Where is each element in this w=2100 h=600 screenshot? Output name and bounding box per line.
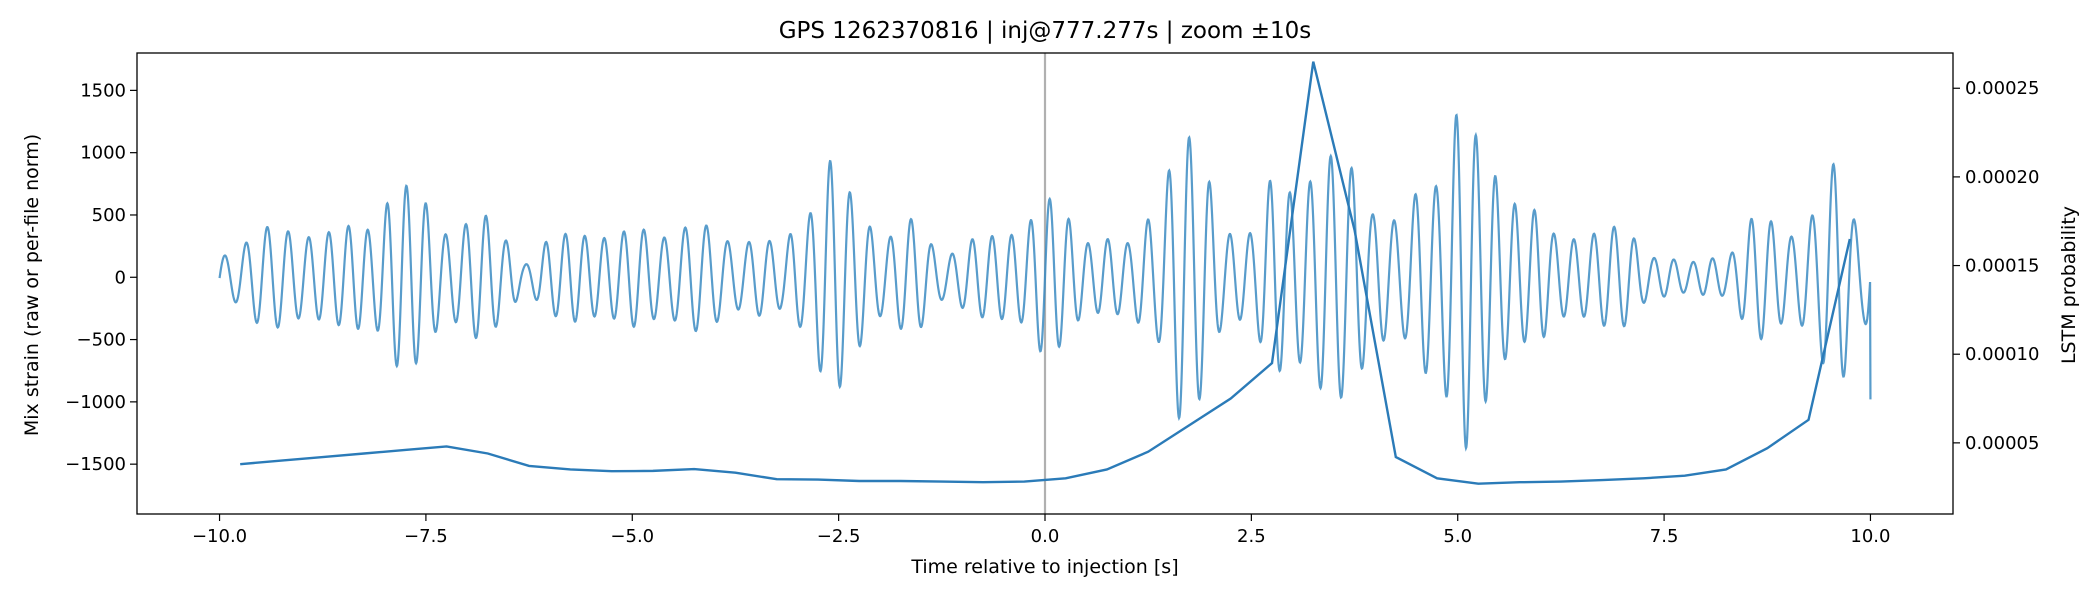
x-tick-label: −10.0: [192, 526, 247, 547]
y-axis-right-label: LSTM probability: [2058, 206, 2080, 364]
x-tick-label: −2.5: [817, 526, 861, 547]
x-tick-label: 10.0: [1850, 526, 1890, 547]
y-left-tick-label: −1500: [65, 454, 126, 475]
x-tick-label: −5.0: [610, 526, 654, 547]
x-tick-label: 0.0: [1031, 526, 1060, 547]
chart-title: GPS 1262370816 | inj@777.277s | zoom ±10…: [779, 18, 1312, 44]
plot-area: [136, 52, 1954, 515]
y-left-tick-label: 1000: [80, 143, 126, 164]
strain-series-line: [218, 113, 1872, 452]
y-left-tick-label: −500: [77, 330, 126, 351]
y-axis-right: 0.00005 0.00010 0.00015 0.00020 0.00025: [1953, 78, 2039, 454]
x-axis: −10.0 −7.5 −5.0 −2.5 0.0 2.5 5.0 7.5 10.0: [192, 514, 1890, 547]
y-right-tick-label: 0.00020: [1965, 167, 2039, 188]
y-left-tick-label: 0: [115, 267, 126, 288]
x-axis-label: Time relative to injection [s]: [910, 556, 1178, 578]
y-left-tick-label: 1500: [80, 80, 126, 101]
y-left-tick-label: −1000: [65, 392, 126, 413]
y-axis-left: −1500 −1000 −500 0 500 1000 1500: [65, 80, 137, 475]
y-axis-left-label: Mix strain (raw or per-file norm): [21, 134, 43, 436]
x-tick-label: −7.5: [404, 526, 448, 547]
y-right-tick-label: 0.00010: [1965, 344, 2039, 365]
x-tick-label: 2.5: [1237, 526, 1266, 547]
x-tick-label: 5.0: [1443, 526, 1472, 547]
y-left-tick-label: 500: [92, 205, 126, 226]
lstm-probability-series-line: [240, 61, 1851, 485]
y-right-tick-label: 0.00015: [1965, 256, 2039, 277]
y-right-tick-label: 0.00005: [1965, 433, 2039, 454]
x-tick-label: 7.5: [1650, 526, 1679, 547]
y-right-tick-label: 0.00025: [1965, 78, 2039, 99]
